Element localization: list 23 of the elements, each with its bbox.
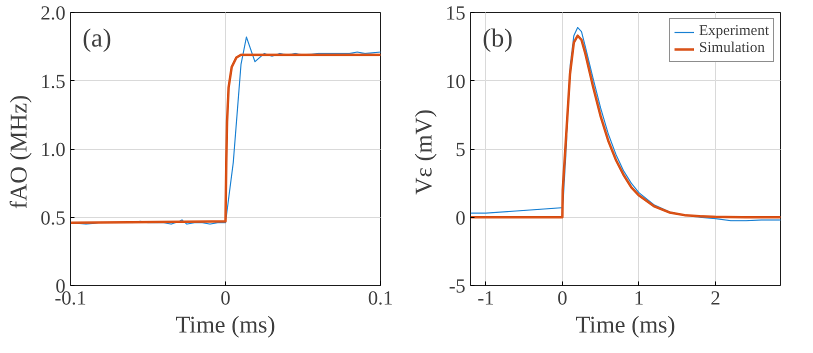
x-axis-title: Time (ms) [576, 312, 676, 338]
y-tick-label: 5 [456, 139, 466, 161]
y-tick-label: 10 [446, 70, 466, 93]
x-tick-label: 0 [220, 288, 230, 310]
x-tick-label: 2 [710, 288, 720, 310]
y-tick-label: 1.0 [40, 139, 66, 161]
y-axis-title: fAO (MHz) [6, 95, 32, 209]
y-axis-title: Vε (mV) [412, 109, 438, 195]
x-axis-title: Time (ms) [176, 312, 276, 338]
x-tick-label: 0 [557, 288, 568, 310]
y-tick-label: 0.5 [40, 207, 66, 230]
y-tick-label: 15 [446, 2, 466, 24]
x-tick-label: 1 [634, 288, 644, 310]
y-tick-label: 0 [456, 207, 466, 230]
annotation: (a) [82, 24, 112, 52]
y-tick-label: 2.0 [40, 2, 66, 24]
x-tick-label: 0.1 [368, 288, 393, 310]
legend-label: Simulation [699, 40, 765, 57]
x-tick-label: -1 [477, 288, 494, 310]
annotation: (b) [482, 24, 513, 52]
y-tick-label: 1.5 [40, 70, 66, 93]
y-tick-label: -5 [448, 276, 466, 298]
legend-label: Experiment [699, 23, 769, 40]
